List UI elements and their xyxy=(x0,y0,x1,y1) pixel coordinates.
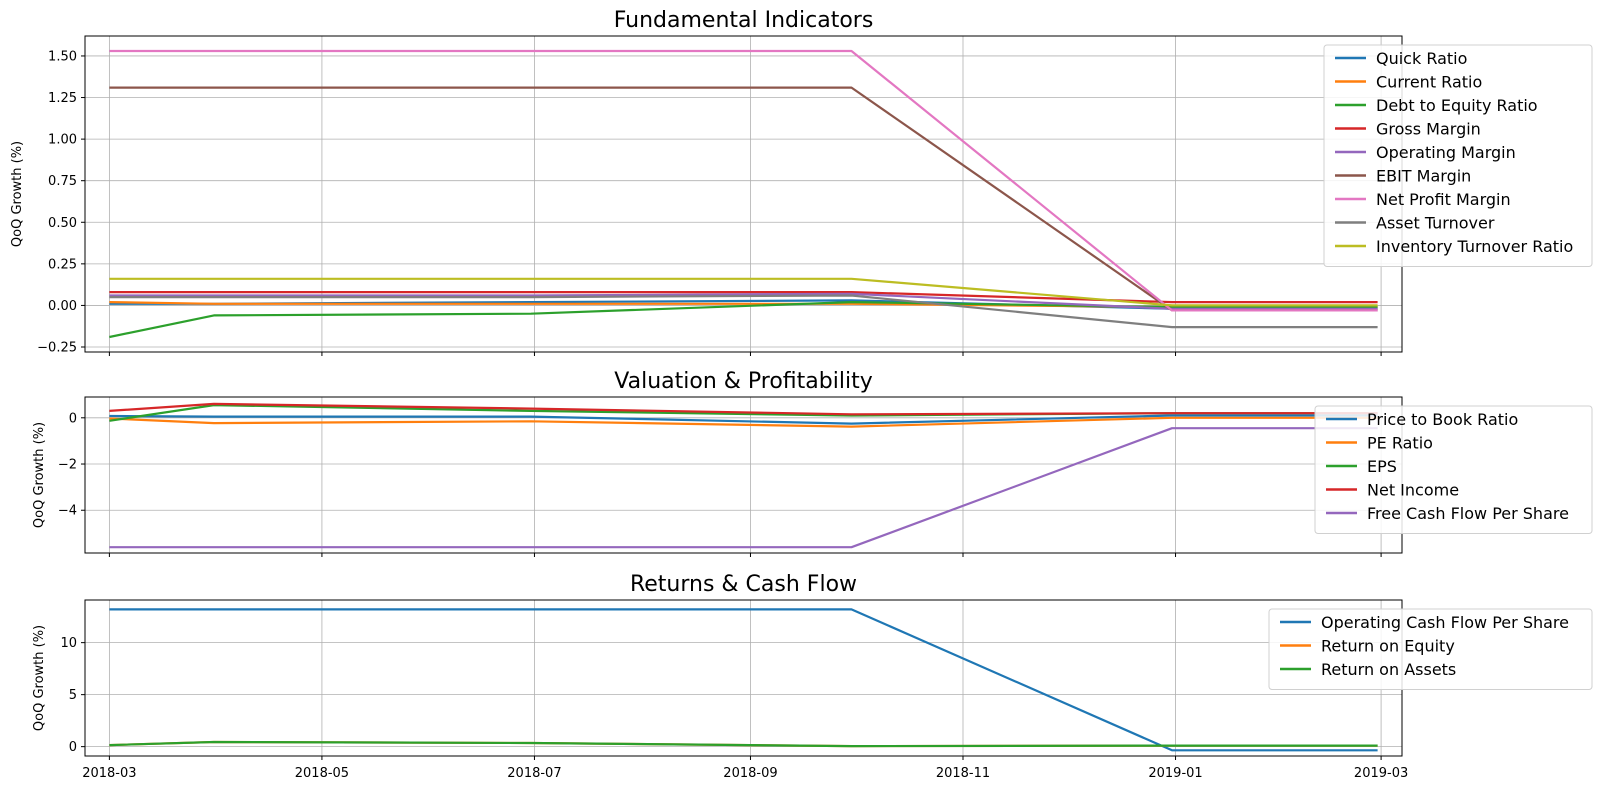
x-tick-label: 2019-03 xyxy=(1354,766,1408,781)
y-tick-label: 0 xyxy=(69,740,77,755)
legend-box xyxy=(1314,405,1593,534)
legend-label-return-on-equity: Return on Equity xyxy=(1321,637,1455,656)
series-line-inventory-turnover-ratio xyxy=(109,277,1378,307)
y-tick-label: 10 xyxy=(60,636,77,651)
chart-title: Fundamental Indicators xyxy=(614,8,874,33)
y-tick-label: −0.25 xyxy=(37,341,77,356)
series-line-asset-turnover xyxy=(109,294,1378,329)
legend-label-debt-to-equity-ratio: Debt to Equity Ratio xyxy=(1376,96,1538,115)
y-tick-label: 1.00 xyxy=(48,133,77,148)
x-tick-label: 2018-03 xyxy=(82,766,136,781)
legend-label-operating-cash-flow-per-share: Operating Cash Flow Per Share xyxy=(1321,613,1569,632)
series-line-debt-to-equity-ratio xyxy=(109,301,1378,339)
chart-panel-returns-cash-flow: 0 5 10 2018-03 2018-05 2018-07 2018-09 2018-11 2… xyxy=(32,572,1593,781)
x-tick-label: 2019-01 xyxy=(1148,766,1202,781)
legend: Price to Book Ratio PE Ratio EPS Net Income… xyxy=(1314,405,1593,534)
y-tick-label: −4 xyxy=(58,504,77,519)
series-line-net-income xyxy=(109,402,1378,416)
y-tick-label: 0.50 xyxy=(48,216,77,231)
y-tick-label: 0.00 xyxy=(48,299,77,314)
legend-label-eps: EPS xyxy=(1367,457,1397,476)
series-line-return-on-assets xyxy=(109,740,1378,748)
legend: Quick Ratio Current Ratio Debt to Equity R… xyxy=(1323,44,1593,267)
x-tick-label: 2018-05 xyxy=(295,766,349,781)
chart-panel-fundamental-indicators: −0.25 0.00 0.25 0.50 0.75 1.00 1.25 1.50 Fundame… xyxy=(10,8,1593,356)
series-line-gross-margin xyxy=(109,291,1378,304)
y-tick-label: 0.25 xyxy=(48,257,77,272)
series-line-price-to-book-ratio xyxy=(109,414,1378,425)
legend-box xyxy=(1323,44,1593,267)
x-tick-label: 2018-07 xyxy=(507,766,561,781)
series-line-free-cash-flow-per-share xyxy=(109,427,1378,549)
y-tick-label: 1.50 xyxy=(48,49,77,64)
series-line-operating-cash-flow-per-share xyxy=(109,608,1378,752)
y-axis-label: QoQ Growth (%) xyxy=(32,625,47,731)
legend: Operating Cash Flow Per Share Return on E… xyxy=(1268,608,1593,690)
series-line-ebit-margin xyxy=(109,86,1378,312)
legend-label-return-on-assets: Return on Assets xyxy=(1321,660,1456,679)
series-line-operating-margin xyxy=(109,292,1378,310)
y-tick-label: 0 xyxy=(69,411,77,426)
series-line-net-profit-margin xyxy=(109,49,1378,312)
x-tick-label: 2018-11 xyxy=(936,766,990,781)
x-tick-label: 2018-09 xyxy=(723,766,777,781)
y-axis-label: QoQ Growth (%) xyxy=(10,141,25,247)
legend-label-gross-margin: Gross Margin xyxy=(1376,120,1481,139)
legend-label-net-profit-margin: Net Profit Margin xyxy=(1376,190,1511,209)
legend-label-price-to-book-ratio: Price to Book Ratio xyxy=(1367,410,1518,429)
legend-label-pe-ratio: PE Ratio xyxy=(1367,434,1433,453)
y-tick-label: 1.25 xyxy=(48,91,77,106)
chart-title: Returns & Cash Flow xyxy=(630,572,857,597)
chart-panel-valuation-profitability: −4 −2 0 Valuation & Profitability QoQ Growth… xyxy=(32,369,1593,557)
legend-label-quick-ratio: Quick Ratio xyxy=(1376,49,1467,68)
y-tick-label: 5 xyxy=(69,688,77,703)
series-line-pe-ratio xyxy=(109,416,1378,428)
axes-frame xyxy=(84,599,1403,757)
legend-label-asset-turnover: Asset Turnover xyxy=(1376,214,1495,233)
legend-label-ebit-margin: EBIT Margin xyxy=(1376,167,1471,186)
legend-box xyxy=(1268,608,1593,690)
chart-title: Valuation & Profitability xyxy=(614,369,872,394)
y-tick-label: 0.75 xyxy=(48,174,77,189)
legend-label-operating-margin: Operating Margin xyxy=(1376,143,1516,162)
y-axis-label: QoQ Growth (%) xyxy=(32,422,47,528)
legend-label-current-ratio: Current Ratio xyxy=(1376,73,1482,92)
legend-label-net-income: Net Income xyxy=(1367,481,1459,500)
y-tick-label: −2 xyxy=(58,458,77,473)
legend-label-free-cash-flow-per-share: Free Cash Flow Per Share xyxy=(1367,504,1569,523)
legend-label-inventory-turnover-ratio: Inventory Turnover Ratio xyxy=(1376,237,1573,256)
